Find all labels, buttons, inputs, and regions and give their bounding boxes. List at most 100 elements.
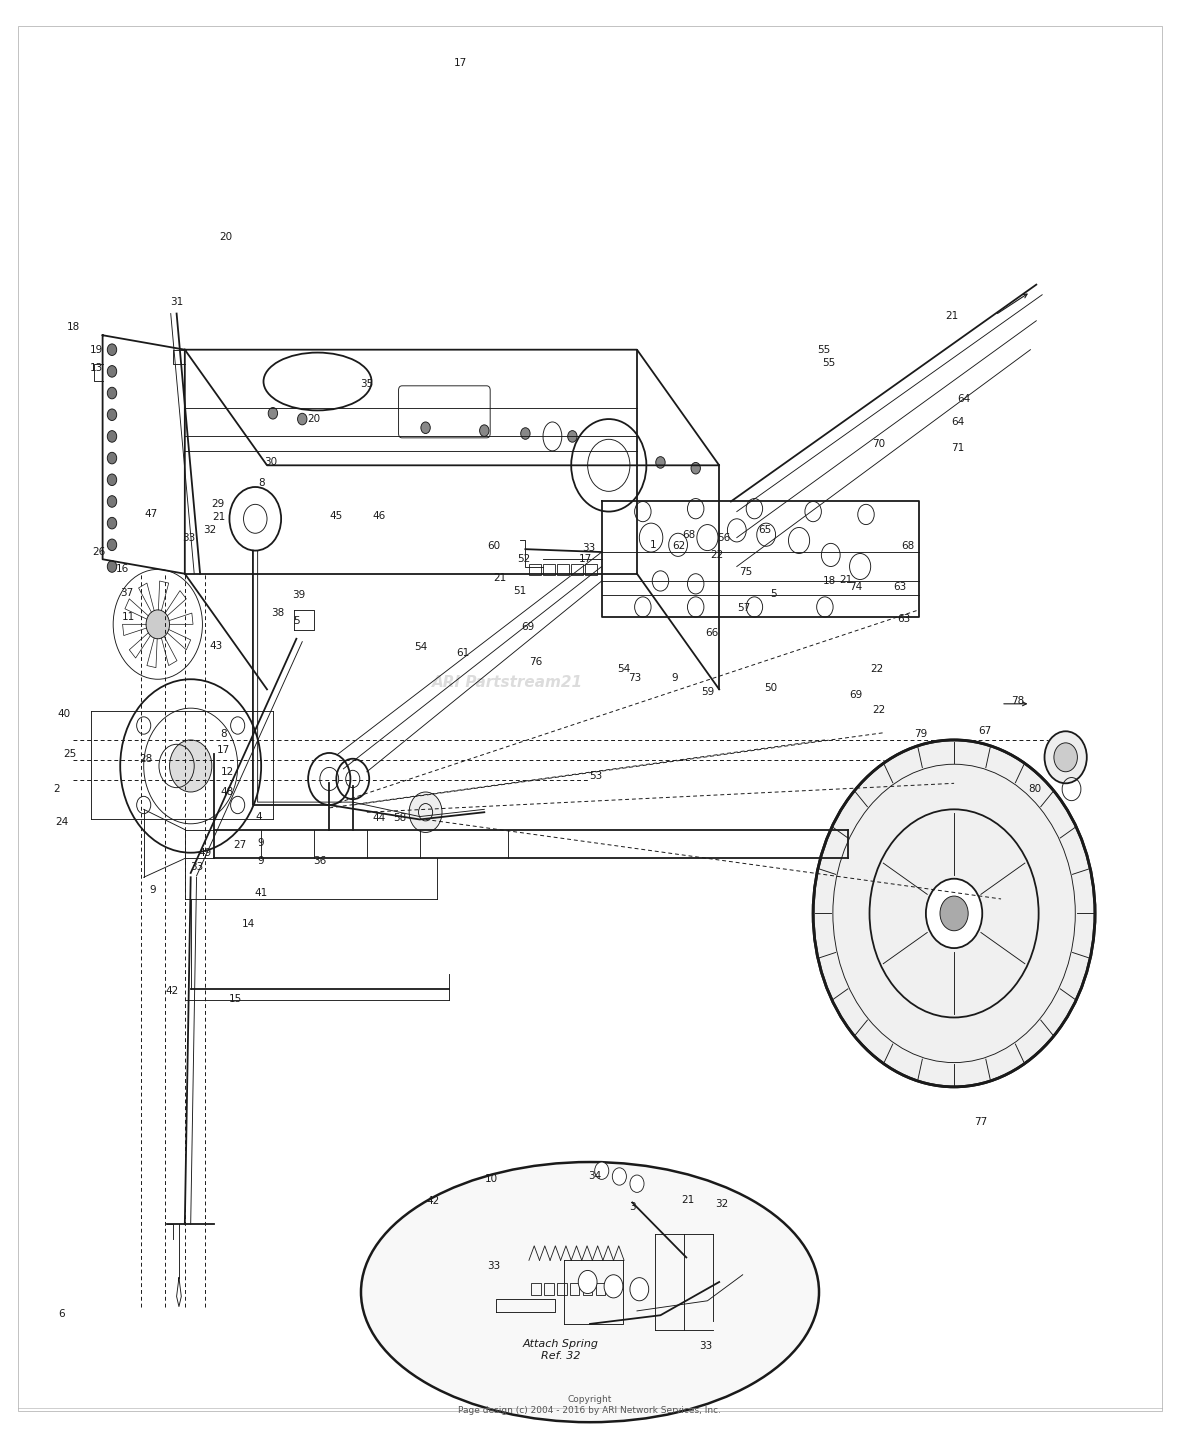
Text: 21: 21: [212, 512, 225, 522]
Text: 21: 21: [493, 573, 506, 583]
Text: 35: 35: [360, 379, 374, 389]
Bar: [609, 1284, 618, 1294]
Text: 21: 21: [945, 312, 958, 322]
Text: 57: 57: [738, 604, 750, 614]
Text: 3: 3: [629, 1201, 636, 1212]
Text: 47: 47: [144, 509, 157, 519]
Text: 9: 9: [258, 837, 264, 847]
Text: 15: 15: [229, 994, 242, 1004]
Text: 31: 31: [170, 297, 183, 308]
Circle shape: [268, 408, 277, 419]
Circle shape: [421, 422, 431, 434]
Text: 42: 42: [165, 987, 178, 997]
Text: 63: 63: [897, 614, 910, 624]
Text: Copyright
Page design (c) 2004 - 2016 by ARI Network Services, Inc.: Copyright Page design (c) 2004 - 2016 by…: [459, 1396, 721, 1415]
Text: 65: 65: [759, 525, 772, 535]
Text: 64: 64: [951, 416, 964, 427]
Ellipse shape: [361, 1162, 819, 1422]
Text: 16: 16: [116, 564, 129, 575]
Circle shape: [813, 740, 1095, 1087]
Circle shape: [107, 431, 117, 443]
Text: 71: 71: [951, 443, 964, 453]
Text: 46: 46: [372, 511, 385, 521]
Text: 13: 13: [90, 363, 104, 373]
Circle shape: [107, 387, 117, 399]
Circle shape: [630, 1175, 644, 1193]
Text: 22: 22: [710, 550, 723, 560]
Text: 22: 22: [872, 705, 885, 714]
Text: 54: 54: [617, 665, 630, 675]
Text: 33: 33: [182, 533, 195, 543]
Text: 60: 60: [487, 541, 500, 551]
Text: 33: 33: [582, 543, 596, 553]
Circle shape: [107, 409, 117, 421]
Circle shape: [691, 463, 701, 474]
Circle shape: [107, 453, 117, 464]
Bar: [557, 563, 569, 575]
Text: 2: 2: [53, 784, 60, 794]
Circle shape: [612, 1168, 627, 1185]
Text: 30: 30: [264, 457, 277, 467]
Text: ARI Partstream21: ARI Partstream21: [432, 675, 583, 689]
Text: 80: 80: [1029, 784, 1042, 794]
Text: 8: 8: [258, 477, 264, 488]
Text: 49: 49: [198, 847, 211, 858]
Text: 54: 54: [414, 643, 427, 653]
Circle shape: [297, 414, 307, 425]
Text: 63: 63: [893, 582, 906, 592]
Circle shape: [479, 425, 489, 437]
Text: 20: 20: [308, 414, 321, 424]
Text: 59: 59: [701, 688, 714, 698]
Text: 77: 77: [975, 1117, 988, 1126]
Text: 76: 76: [530, 657, 543, 667]
Text: 79: 79: [914, 730, 927, 739]
Circle shape: [635, 502, 651, 522]
Circle shape: [107, 538, 117, 550]
Text: 21: 21: [839, 575, 853, 585]
Circle shape: [578, 1271, 597, 1293]
Circle shape: [107, 366, 117, 377]
Circle shape: [805, 502, 821, 522]
Circle shape: [656, 457, 666, 469]
Text: 44: 44: [372, 813, 385, 823]
Bar: [596, 1284, 605, 1294]
Circle shape: [746, 596, 762, 617]
Text: 18: 18: [822, 576, 837, 586]
Text: 55: 55: [817, 345, 831, 354]
Circle shape: [688, 596, 704, 617]
Text: 4: 4: [256, 811, 262, 821]
Text: 17: 17: [217, 744, 230, 755]
Circle shape: [170, 740, 212, 792]
Circle shape: [107, 344, 117, 355]
Bar: [557, 1284, 566, 1294]
Text: 70: 70: [872, 438, 885, 448]
Text: 10: 10: [485, 1174, 498, 1184]
Circle shape: [688, 499, 704, 519]
Text: 28: 28: [139, 753, 152, 763]
Text: 33: 33: [190, 862, 203, 872]
Text: 21: 21: [681, 1194, 694, 1204]
Text: 39: 39: [293, 591, 306, 601]
Circle shape: [858, 505, 874, 525]
Circle shape: [940, 897, 968, 930]
Bar: [531, 1284, 540, 1294]
Text: 17: 17: [578, 554, 592, 564]
Bar: [529, 563, 540, 575]
Text: 25: 25: [63, 749, 77, 759]
Text: 69: 69: [848, 691, 863, 701]
Bar: [544, 1284, 553, 1294]
Text: 9: 9: [258, 856, 264, 866]
Text: 68: 68: [682, 530, 695, 540]
Text: 75: 75: [740, 567, 753, 577]
Bar: [543, 563, 555, 575]
Text: 24: 24: [55, 817, 68, 827]
Circle shape: [107, 518, 117, 530]
Circle shape: [926, 879, 982, 948]
Text: 34: 34: [588, 1171, 602, 1181]
Circle shape: [146, 609, 170, 638]
Circle shape: [1044, 731, 1087, 784]
Circle shape: [817, 596, 833, 617]
Text: 5: 5: [769, 589, 776, 599]
Circle shape: [1054, 743, 1077, 772]
Text: 41: 41: [255, 888, 268, 898]
